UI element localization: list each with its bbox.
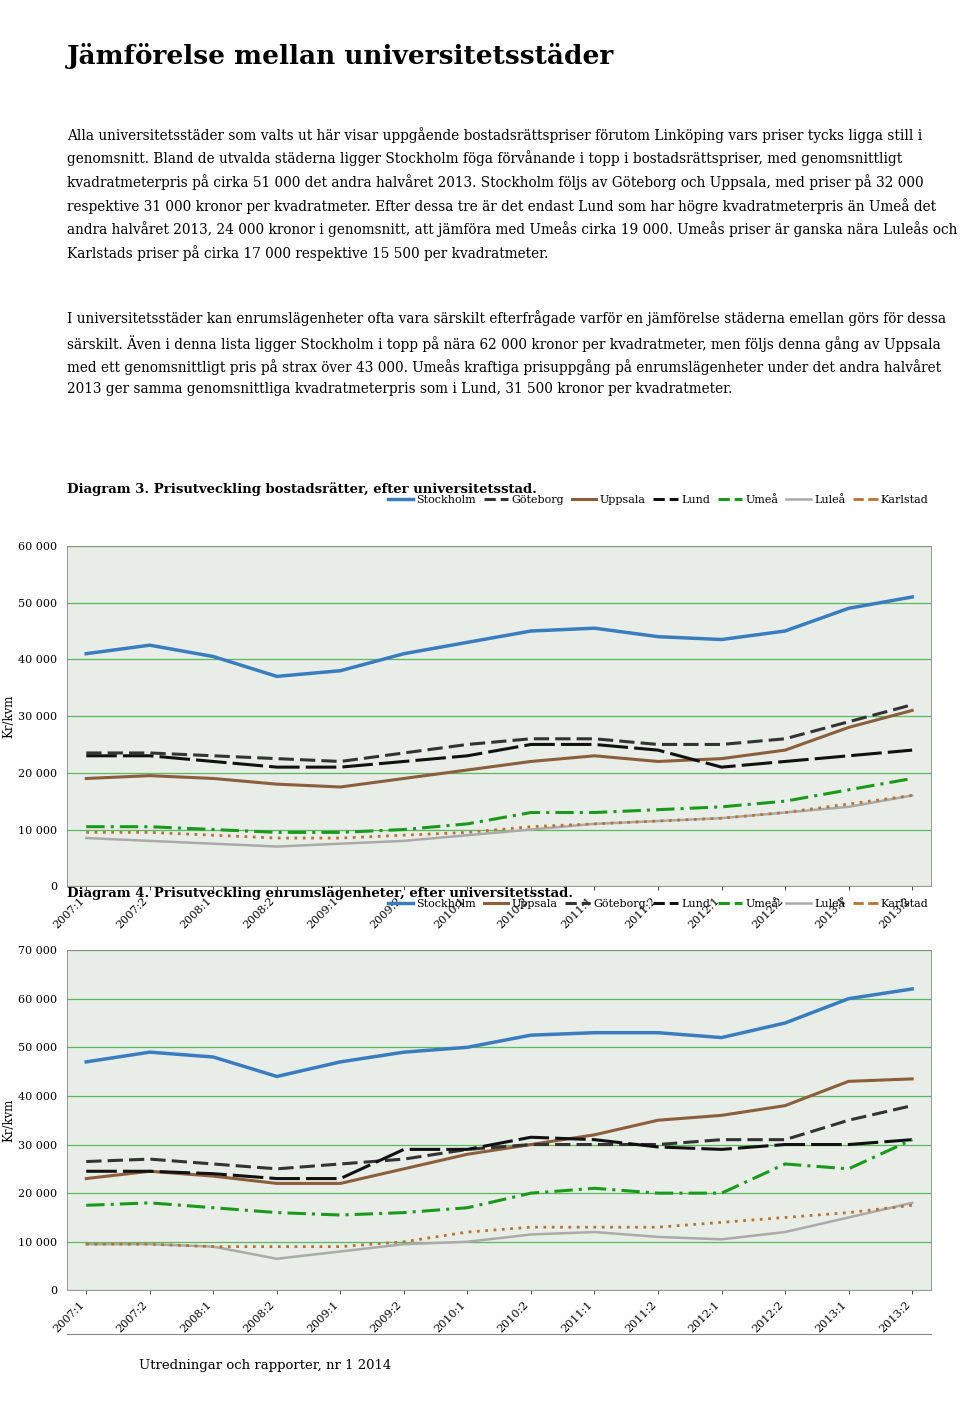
Text: Utredningar och rapporter, nr 1 2014: Utredningar och rapporter, nr 1 2014 bbox=[139, 1358, 392, 1373]
Legend: Stockholm, Uppsala, Göteborg, Lund, Umeå, Luleå, Karlstad: Stockholm, Uppsala, Göteborg, Lund, Umeå… bbox=[384, 895, 933, 913]
Y-axis label: Kr/kvm: Kr/kvm bbox=[3, 695, 15, 737]
Legend: Stockholm, Göteborg, Uppsala, Lund, Umeå, Luleå, Karlstad: Stockholm, Göteborg, Uppsala, Lund, Umeå… bbox=[384, 491, 933, 509]
Text: I universitetsstäder kan enrumslägenheter ofta vara särskilt efterfrågade varför: I universitetsstäder kan enrumslägenhete… bbox=[67, 311, 947, 396]
Text: Diagram 3. Prisutveckling bostadsrätter, efter universitetsstad.: Diagram 3. Prisutveckling bostadsrätter,… bbox=[67, 482, 537, 496]
Text: 4 (6): 4 (6) bbox=[82, 1358, 118, 1373]
Text: Jämförelse mellan universitetsstäder: Jämförelse mellan universitetsstäder bbox=[67, 43, 614, 68]
Text: Diagram 4. Prisutveckling enrumslägenheter, efter universitetsstad.: Diagram 4. Prisutveckling enrumslägenhet… bbox=[67, 886, 573, 900]
Text: Alla universitetsstäder som valts ut här visar uppgående bostadsrättspriser föru: Alla universitetsstäder som valts ut här… bbox=[67, 128, 957, 261]
Y-axis label: Kr/kvm: Kr/kvm bbox=[3, 1099, 15, 1141]
